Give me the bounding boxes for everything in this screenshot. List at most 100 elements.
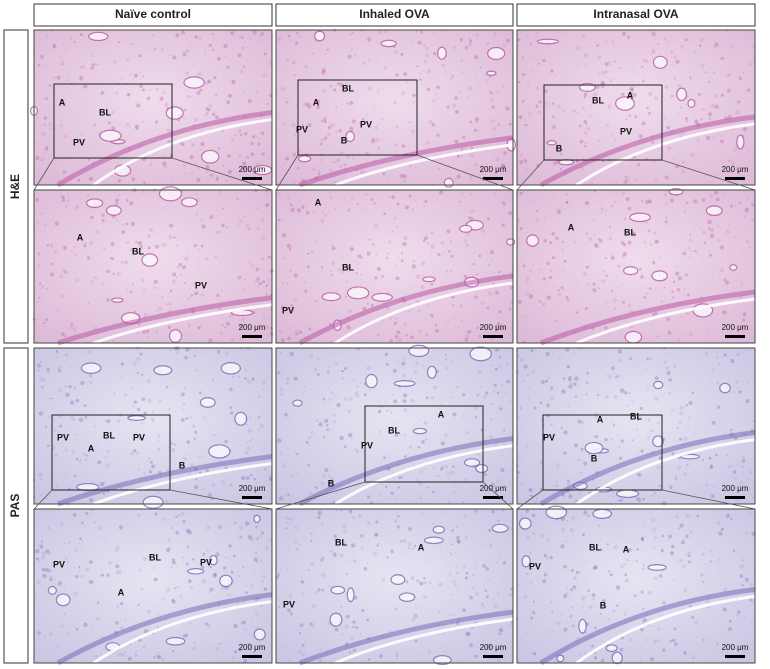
tissue-texture	[432, 51, 437, 56]
tissue-texture	[347, 210, 350, 212]
tissue-texture	[48, 84, 52, 87]
tissue-texture	[463, 514, 466, 518]
tissue-texture	[551, 256, 555, 260]
tissue-texture	[519, 191, 523, 196]
tissue-texture	[78, 417, 84, 422]
tissue-texture	[689, 530, 693, 534]
tissue-texture	[735, 613, 740, 618]
tissue-texture	[575, 570, 580, 574]
tissue-texture	[500, 325, 505, 330]
tissue-texture	[502, 166, 506, 170]
region-label: A	[118, 587, 125, 597]
tissue-texture	[129, 126, 131, 129]
tissue-texture	[250, 152, 254, 156]
tissue-texture	[89, 374, 92, 378]
tissue-texture	[366, 618, 370, 622]
tissue-texture	[264, 445, 266, 447]
tissue-texture	[81, 540, 84, 543]
tissue-texture	[209, 173, 213, 177]
tissue-texture	[301, 124, 305, 128]
tissue-texture	[123, 572, 126, 574]
scale-bar-label: 200 μm	[480, 484, 507, 493]
tissue-texture	[329, 196, 332, 199]
tissue-texture	[480, 588, 482, 591]
tissue-texture	[733, 236, 736, 238]
tissue-texture	[43, 635, 46, 638]
tissue-texture	[496, 391, 500, 395]
tissue-texture	[99, 599, 102, 601]
tissue-texture	[295, 41, 299, 45]
tissue-texture	[427, 242, 430, 245]
tissue-texture	[262, 412, 264, 414]
tissue-texture	[570, 588, 573, 592]
tissue-texture	[559, 152, 563, 156]
tissue-texture	[242, 566, 244, 568]
tissue-texture	[378, 500, 380, 503]
tissue-texture	[495, 325, 499, 329]
tissue-texture	[677, 338, 681, 343]
tissue-texture	[344, 163, 347, 166]
tissue-texture	[623, 562, 626, 566]
tissue-texture	[164, 102, 169, 107]
tissue-texture	[242, 166, 247, 171]
tissue-texture	[70, 249, 73, 253]
tissue-texture	[99, 482, 104, 487]
tissue-texture	[456, 386, 459, 389]
tissue-texture	[115, 198, 119, 203]
tissue-texture	[628, 392, 631, 395]
tissue-texture	[462, 415, 465, 417]
tissue-texture	[120, 77, 124, 81]
tissue-texture	[348, 509, 353, 514]
tissue-texture	[469, 216, 474, 221]
column-header-box	[33, 3, 273, 27]
region-label: B	[341, 135, 348, 145]
tissue-texture	[72, 327, 77, 332]
tissue-texture	[432, 99, 435, 103]
tissue-texture	[410, 41, 413, 44]
tissue-texture	[737, 387, 740, 390]
tissue-texture	[531, 370, 535, 374]
tissue-texture	[203, 352, 206, 354]
tissue-texture	[154, 244, 160, 249]
tissue-texture	[326, 371, 330, 374]
tissue-texture	[470, 146, 474, 150]
tissue-texture	[467, 95, 470, 98]
tissue-texture	[474, 162, 479, 167]
tissue-texture	[148, 470, 153, 474]
tissue-texture	[229, 313, 234, 319]
tissue-texture	[488, 528, 491, 532]
tissue-texture	[166, 446, 170, 450]
tissue-texture	[242, 65, 246, 68]
tissue-texture	[143, 288, 146, 292]
tissue-texture	[351, 438, 353, 440]
tissue-texture	[688, 247, 691, 250]
tissue-texture	[328, 480, 333, 485]
tissue-texture	[479, 66, 482, 69]
airway	[314, 30, 326, 42]
tissue-texture	[475, 566, 478, 570]
tissue-texture	[97, 537, 100, 540]
tissue-texture	[262, 388, 264, 390]
vessel	[57, 295, 273, 346]
tissue-texture	[484, 589, 488, 592]
tissue-texture	[181, 255, 184, 258]
tissue-texture	[118, 525, 124, 530]
row-label-box	[3, 347, 29, 664]
tissue-texture	[37, 544, 39, 546]
tissue-texture	[412, 259, 416, 263]
tissue-texture	[522, 264, 526, 268]
tissue-texture	[193, 244, 197, 248]
tissue-texture	[256, 227, 261, 231]
tissue-texture	[317, 358, 319, 361]
tissue-texture	[115, 492, 117, 495]
vessel-lumen	[575, 594, 756, 665]
tissue-texture	[474, 654, 478, 659]
tissue-texture	[450, 269, 452, 272]
tissue-texture	[391, 195, 395, 200]
vessel	[298, 135, 514, 188]
tissue-texture	[263, 52, 267, 56]
tissue-background	[517, 30, 755, 185]
tissue-texture	[309, 622, 313, 626]
tissue-texture	[640, 536, 645, 540]
tissue-texture	[277, 573, 280, 577]
